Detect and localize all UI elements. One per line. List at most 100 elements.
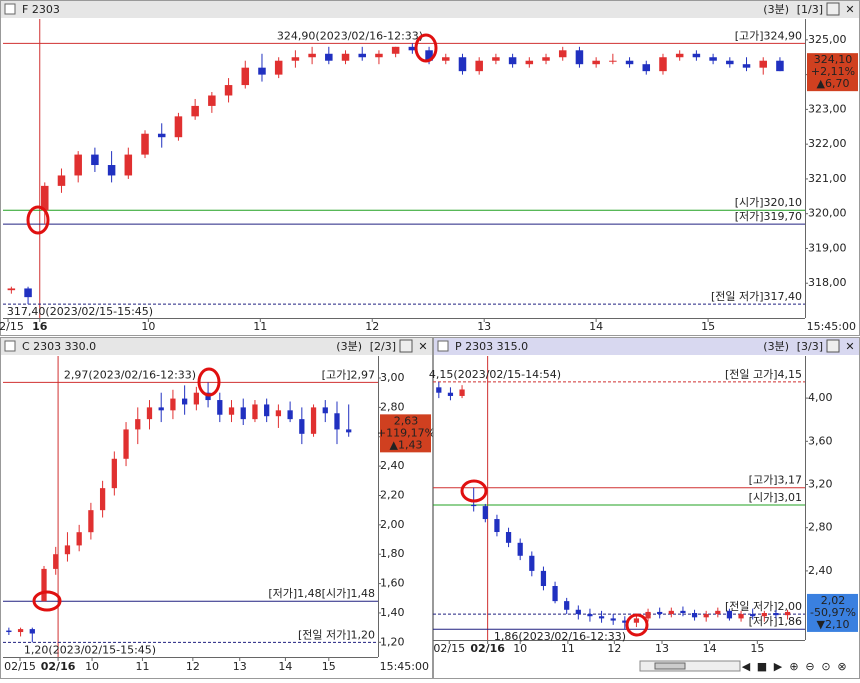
- chart-panel: F 2303(3분)[1/3]✕325,00324,00323,00322,00…: [0, 0, 860, 336]
- price-annotation: 1,86(2023/02/16-12:33): [494, 630, 626, 643]
- highlight-circle: [197, 367, 221, 397]
- candle-body: [715, 610, 721, 615]
- y-tick-label: 318,00: [808, 276, 847, 289]
- candle-body: [761, 613, 767, 617]
- candle-body: [158, 407, 164, 411]
- candle-body: [436, 387, 442, 393]
- price-annotation: 324,90(2023/02/16-12:33): [277, 29, 423, 42]
- x-tick-label: 12: [365, 320, 379, 333]
- y-tick-label: 323,00: [808, 102, 847, 115]
- maximize-button[interactable]: [826, 339, 840, 353]
- candle-body: [170, 398, 176, 411]
- candle-body: [182, 398, 188, 405]
- candle-body: [592, 60, 600, 65]
- chart-panel: C 2303 330.0(3분)[2/3]✕3,002,802,602,402,…: [0, 337, 435, 679]
- toolbar-button[interactable]: ◀: [742, 660, 751, 673]
- toolbar-button[interactable]: ▶: [774, 660, 783, 673]
- checkbox[interactable]: [4, 340, 16, 352]
- y-tick-label: 3,60: [808, 434, 833, 447]
- x-tick-label: 10: [513, 642, 527, 655]
- title-bar: [1, 1, 859, 18]
- scrollbar[interactable]: [639, 660, 741, 672]
- level-label: [전일 저가]317,40: [711, 289, 802, 303]
- candle-body: [642, 64, 651, 72]
- candle-body: [258, 67, 266, 75]
- toolbar-button[interactable]: ■: [757, 660, 767, 673]
- candle-body: [146, 407, 153, 420]
- candle-body: [645, 611, 651, 619]
- close-button[interactable]: ✕: [845, 340, 854, 353]
- level-label: [고가]324,90: [735, 29, 802, 42]
- candle-body: [217, 400, 223, 415]
- x-tick-label: 15: [750, 642, 764, 655]
- candle-body: [425, 50, 433, 61]
- maximize-button[interactable]: [826, 2, 840, 16]
- x-tick-label: 15: [322, 660, 336, 673]
- x-tick-label: 02/16: [41, 660, 76, 673]
- price-box: 324,10+2,11%▲6,70: [807, 53, 858, 92]
- scroll-thumb[interactable]: [654, 662, 686, 670]
- candle-body: [668, 610, 674, 615]
- x-tick-label: 13: [655, 642, 669, 655]
- y-tick-label: 2,00: [380, 518, 405, 531]
- candle-body: [107, 165, 116, 176]
- x-tick-label: 16: [32, 320, 48, 333]
- candle-body: [287, 410, 293, 420]
- toolbar-button[interactable]: ⊕: [789, 660, 798, 673]
- candle-body: [622, 620, 628, 623]
- y-tick-label: 4,00: [808, 391, 833, 404]
- candle-body: [334, 413, 340, 430]
- panel-frame: [0, 337, 433, 679]
- candle-body: [475, 60, 483, 72]
- x-tick-label: 11: [253, 320, 267, 333]
- highlight-circle: [32, 590, 62, 612]
- candle-body: [625, 60, 634, 65]
- candle-body: [776, 60, 784, 72]
- candle-body: [675, 53, 684, 58]
- y-tick-label: 321,00: [808, 172, 847, 185]
- close-button[interactable]: ✕: [418, 340, 427, 353]
- x-tick-label: 10: [141, 320, 155, 333]
- level-label: [고가]2,97: [322, 368, 375, 381]
- panel-page: [3/3]: [797, 340, 823, 353]
- candle-body: [784, 611, 791, 616]
- checkbox[interactable]: [4, 3, 16, 15]
- candle-body: [228, 407, 235, 415]
- panel-title: C 2303 330.0: [22, 340, 96, 353]
- candle-body: [742, 64, 751, 68]
- candle-body: [587, 614, 593, 617]
- candle-body: [193, 392, 199, 405]
- candle-body: [691, 613, 698, 618]
- toolbar: ◀ ■ ▶ ⊕ ⊖ ⊙ ⊗: [639, 660, 847, 673]
- candle-body: [358, 53, 366, 58]
- panel-interval: (3분): [336, 340, 362, 353]
- candle-body: [346, 429, 352, 433]
- x-tick-label: 11: [561, 642, 575, 655]
- toolbar-button[interactable]: ⊗: [837, 660, 846, 673]
- candle-body: [657, 611, 663, 615]
- y-tick-label: 1,20: [380, 635, 405, 648]
- y-tick-label: 3,20: [808, 478, 833, 491]
- candle-body: [505, 532, 512, 543]
- price-box-line: -50,97%: [810, 606, 856, 619]
- price-box-line: ▲6,70: [817, 77, 850, 90]
- candle-body: [99, 488, 106, 511]
- candle-body: [692, 53, 701, 58]
- candle-body: [224, 85, 233, 96]
- candle-body: [141, 133, 149, 155]
- candle-body: [41, 185, 49, 211]
- title-bar: [1, 338, 432, 355]
- candle-body: [91, 154, 99, 166]
- x-tick-label: 12: [186, 660, 200, 673]
- checkbox[interactable]: [437, 340, 449, 352]
- x-tick-label: 13: [233, 660, 247, 673]
- candle-body: [310, 407, 317, 434]
- candle-body: [542, 57, 550, 61]
- toolbar-button[interactable]: ⊙: [821, 660, 830, 673]
- close-button[interactable]: ✕: [845, 3, 854, 16]
- maximize-button[interactable]: [399, 339, 413, 353]
- candle-body: [275, 410, 282, 417]
- x-tick-label: 02/15: [0, 320, 24, 333]
- toolbar-button[interactable]: ⊖: [805, 660, 814, 673]
